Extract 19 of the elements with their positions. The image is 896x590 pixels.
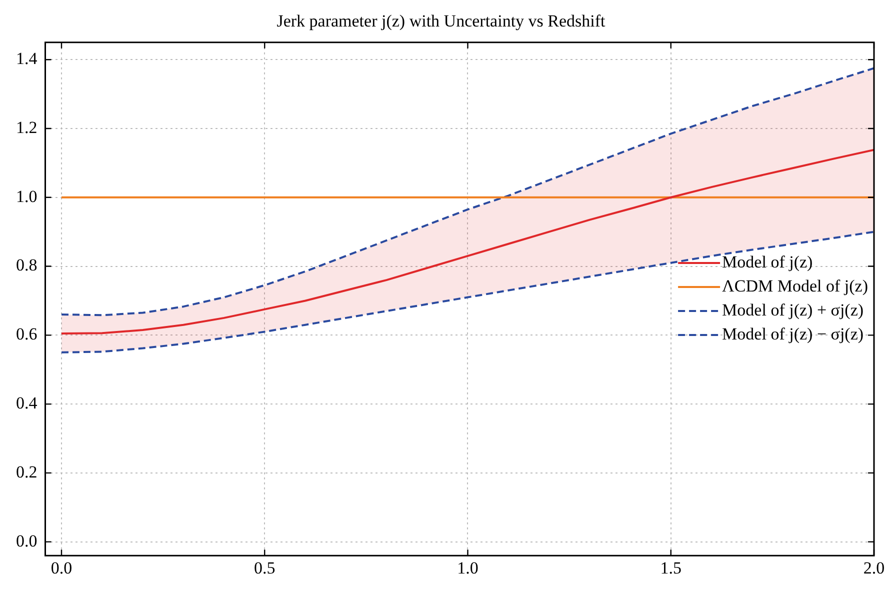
legend-label: Model of j(z) + σj(z) <box>722 300 864 320</box>
legend-label: Model of j(z) <box>722 252 813 272</box>
y-tick-label: 0.6 <box>16 324 38 344</box>
x-tick-label: 0.0 <box>50 558 72 578</box>
x-tick-label: 0.5 <box>254 558 276 578</box>
y-tick-label: 0.0 <box>16 531 38 550</box>
chart-title: Jerk parameter j(z) with Uncertainty vs Redshift <box>276 12 606 31</box>
x-tick-label: 1.0 <box>457 558 478 578</box>
y-tick-label: 1.0 <box>16 186 38 206</box>
y-tick-label: 0.4 <box>16 394 38 413</box>
legend-label: Model of j(z) − σj(z) <box>722 324 864 344</box>
x-tick-label: 1.5 <box>660 558 682 578</box>
line-series <box>60 230 874 354</box>
legend-label: ΛCDM Model of j(z) <box>722 276 868 296</box>
y-tick-label: 0.8 <box>16 256 38 275</box>
x-tick-label: 2.0 <box>863 558 885 578</box>
y-tick-label: 1.2 <box>16 118 38 137</box>
y-tick-label: 0.2 <box>16 462 38 482</box>
y-tick-label: 1.4 <box>16 49 38 68</box>
